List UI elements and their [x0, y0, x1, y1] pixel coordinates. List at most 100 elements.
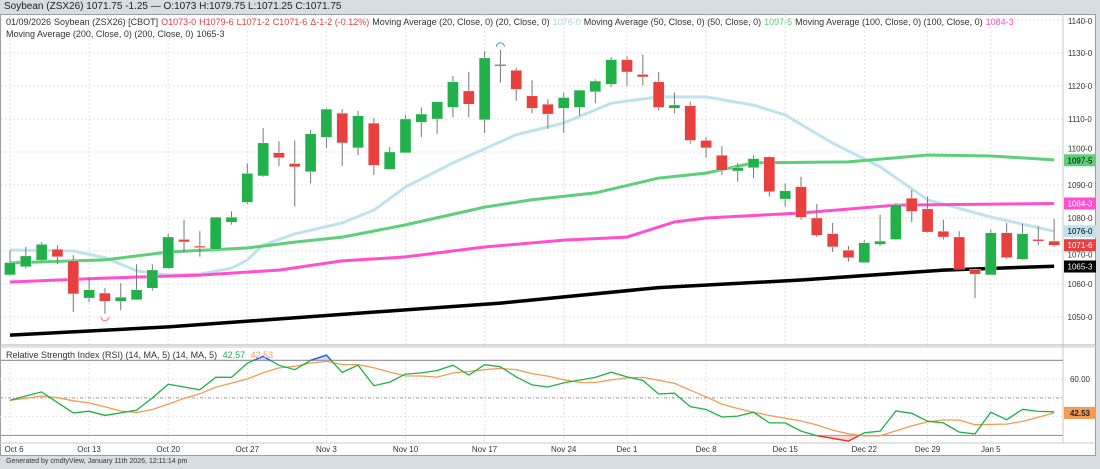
candle — [842, 246, 855, 262]
candle — [51, 245, 64, 265]
candle — [700, 137, 712, 158]
time-tick-label: Dec 1 — [617, 445, 638, 454]
price-tick-label: 1060-0 — [1068, 280, 1093, 289]
price-tick-label: 1120-0 — [1068, 82, 1093, 91]
candle — [463, 71, 475, 118]
candle-body — [273, 152, 285, 158]
time-tick-label: Dec 22 — [852, 445, 878, 454]
candle — [763, 156, 776, 197]
candle — [67, 255, 79, 313]
legend-ma20-label[interactable]: Moving Average (20, Close, 0) (20, Close… — [372, 17, 550, 27]
candle-body — [1048, 240, 1060, 246]
candle — [83, 277, 95, 303]
candle — [573, 89, 586, 116]
time-tick-label: Oct 20 — [156, 445, 180, 454]
swing-low-marker — [100, 316, 110, 322]
ma100-line — [9, 202, 1055, 284]
candle — [415, 107, 427, 138]
candle — [4, 250, 16, 276]
candle — [906, 189, 918, 223]
ma200-badge: 1065-3 — [1068, 263, 1093, 272]
rsi-pane: 60.00 42.53 — [0, 346, 1096, 442]
legend-high: H1079-6 — [199, 17, 234, 27]
candle-body — [1032, 239, 1044, 242]
legend-date: 01/09/2026 — [6, 17, 52, 27]
rsi-overbought-fill — [0, 355, 1055, 361]
candle — [320, 108, 333, 148]
time-axis: Oct 6 Oct 13 Oct 20 Oct 27 Nov 3 Nov 10 Nov 17… — [4, 445, 1001, 454]
candle — [225, 211, 238, 225]
candle-body — [83, 289, 95, 299]
time-tick-label: Oct 13 — [77, 445, 101, 454]
candle — [130, 264, 143, 300]
rsi-ma-line — [9, 360, 1055, 437]
candle — [953, 231, 965, 270]
legend-ma50-value: 1097-5 — [764, 17, 793, 27]
rsi-ma-badge-bg — [1064, 406, 1096, 419]
price-axis: 1140-0 1130-0 1120-0 1110-0 1100-0 1090-0 1080… — [1068, 17, 1093, 322]
candle-body — [652, 81, 665, 108]
candle — [637, 54, 649, 86]
price-tick-label: 1070-0 — [1068, 251, 1093, 260]
candle — [558, 92, 570, 134]
candle-body — [210, 217, 222, 250]
candle-body — [130, 289, 143, 300]
candle — [162, 233, 174, 270]
candle-body — [225, 217, 238, 223]
legend-ma100-label[interactable]: Moving Average (100, Close, 0) (100, Clo… — [795, 17, 983, 27]
rsi-tick-label: 60.00 — [1070, 375, 1091, 384]
candle — [368, 118, 380, 176]
candle-body — [573, 89, 586, 108]
candle-body — [589, 80, 601, 92]
price-tick-label: 1140-0 — [1068, 17, 1093, 26]
candle-body — [858, 242, 870, 263]
candle-body — [1001, 232, 1013, 258]
candle-body — [985, 232, 997, 276]
candle-body — [162, 236, 174, 269]
rsi-oversold-fill — [0, 435, 1055, 442]
candle-body — [478, 57, 491, 120]
candle — [779, 183, 791, 207]
candle — [1032, 226, 1044, 246]
candle-body — [779, 190, 791, 200]
legend-ma100-value: 1084-3 — [985, 17, 1014, 27]
candle — [858, 240, 870, 263]
candle-body — [842, 250, 855, 258]
candle — [589, 79, 601, 104]
candle — [384, 147, 396, 170]
candle — [431, 101, 443, 134]
candle-body — [20, 255, 32, 267]
candle-body — [99, 292, 111, 302]
candle — [178, 219, 190, 253]
candle — [447, 76, 459, 118]
candle — [399, 114, 412, 153]
candle-body — [447, 81, 459, 108]
legend-ma200-label[interactable]: Moving Average (200, Close, 0) (200, Clo… — [6, 29, 194, 39]
price-tick-label: 1050-0 — [1068, 313, 1093, 322]
last-price-badge: 1071-6 — [1068, 241, 1093, 250]
rsi-legend-label[interactable]: Relative Strength Index (RSI) (14, MA, 5… — [6, 350, 218, 360]
swing-high-marker — [495, 42, 505, 47]
candle — [494, 49, 506, 83]
chart-frame — [0, 14, 1096, 456]
candle-body — [969, 268, 981, 275]
candle — [146, 264, 159, 291]
candle — [716, 146, 728, 176]
candle-body — [890, 204, 902, 240]
candle-body — [716, 155, 728, 171]
candle-body — [352, 115, 364, 149]
time-tick-label: Nov 17 — [472, 445, 498, 454]
candle — [478, 51, 491, 134]
candle-body — [320, 108, 333, 138]
legend-ma50-label[interactable]: Moving Average (50, Close, 0) (50, Close… — [583, 17, 762, 27]
candle-body — [795, 186, 807, 218]
time-tick-label: Oct 6 — [4, 445, 24, 454]
price-tick-label: 1130-0 — [1068, 49, 1093, 58]
candle-body — [621, 59, 633, 73]
time-tick-label: Nov 3 — [316, 445, 337, 454]
candle-body — [115, 297, 127, 302]
candle — [194, 231, 206, 257]
price-tick-label: 1100-0 — [1068, 144, 1093, 153]
ma200-line — [9, 264, 1055, 337]
